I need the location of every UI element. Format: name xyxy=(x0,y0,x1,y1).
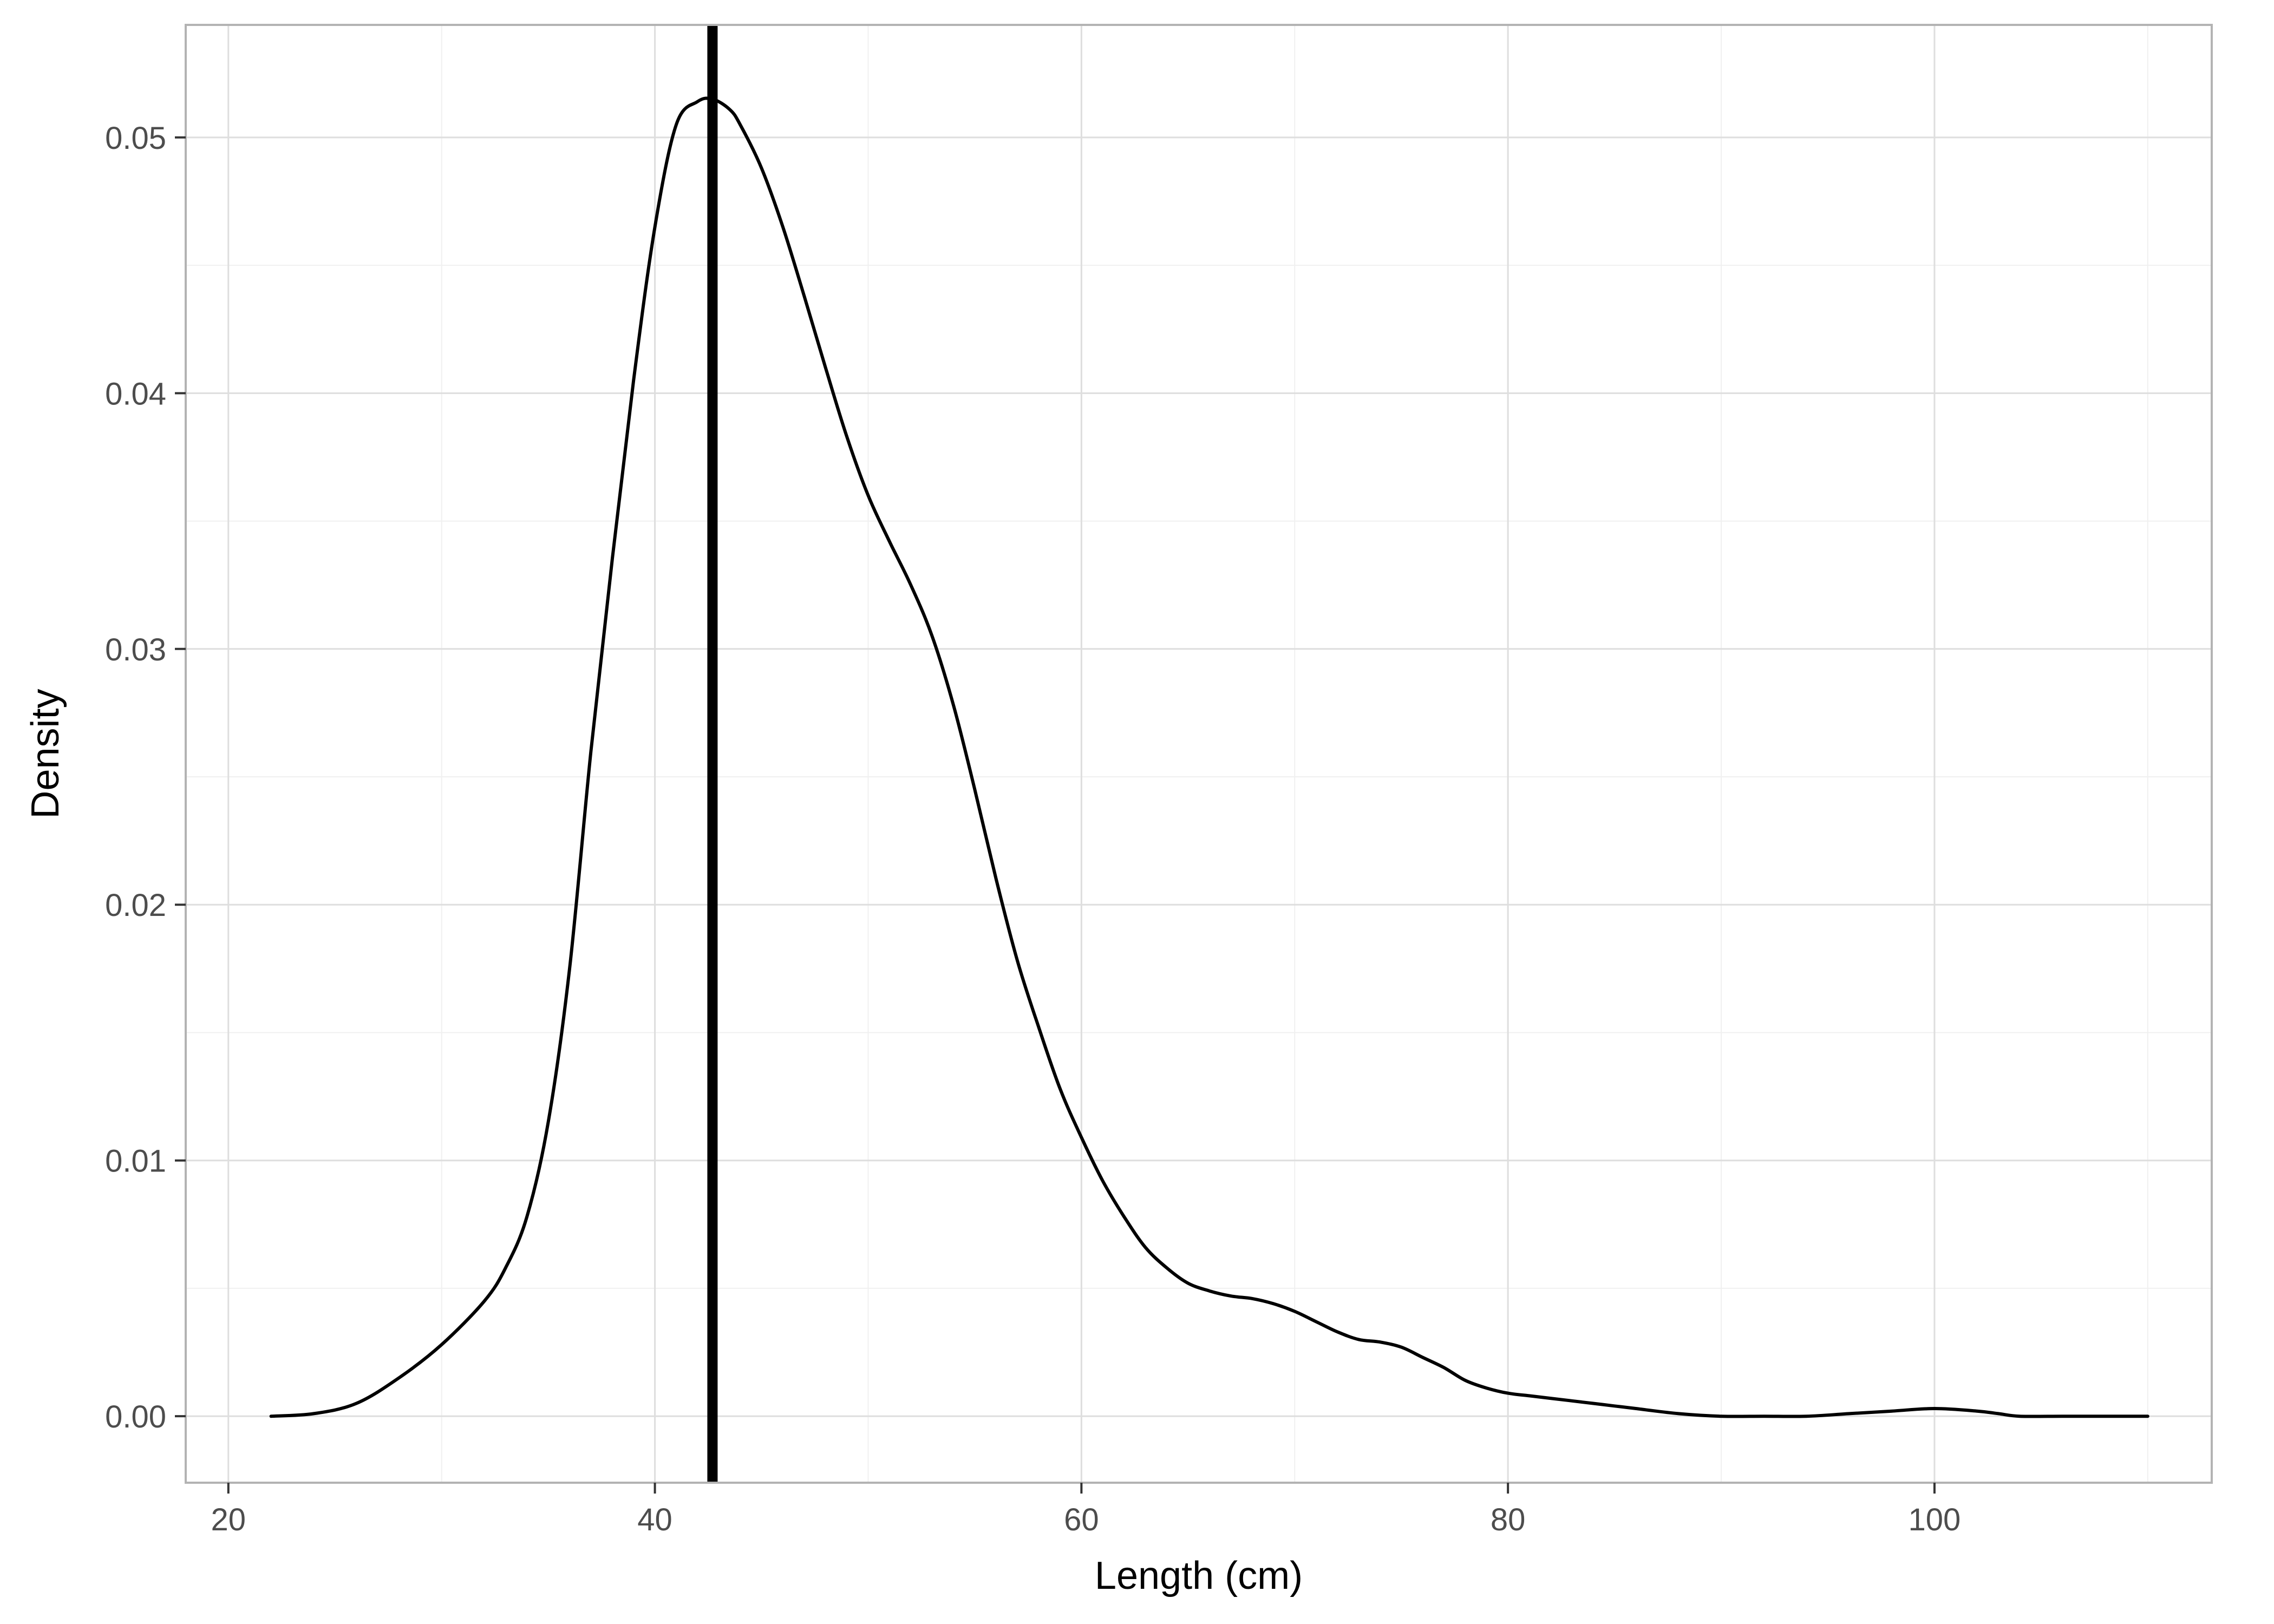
x-tick-label-2: 60 xyxy=(1064,1502,1099,1537)
x-tick-label-4: 100 xyxy=(1909,1502,1961,1537)
y-axis-title: Density xyxy=(24,689,67,818)
panel-border xyxy=(185,24,2213,1484)
x-axis-ticks: 20 40 60 80 100 xyxy=(211,1483,1961,1537)
y-tick-label-1: 0.01 xyxy=(105,1144,166,1179)
major-gridlines xyxy=(186,25,2212,1483)
y-tick-label-2: 0.02 xyxy=(105,888,166,923)
x-axis-title: Length (cm) xyxy=(1095,1554,1303,1597)
density-curve xyxy=(269,96,2149,1418)
y-axis-ticks: 0.00 0.01 0.02 0.03 0.04 0.05 xyxy=(105,121,186,1435)
x-tick-label-3: 80 xyxy=(1491,1502,1526,1537)
y-tick-label-0: 0.00 xyxy=(105,1399,166,1435)
y-tick-label-4: 0.04 xyxy=(105,376,166,411)
x-tick-label-1: 40 xyxy=(637,1502,672,1537)
x-tick-label-0: 20 xyxy=(211,1502,246,1537)
y-tick-label-5: 0.05 xyxy=(105,121,166,156)
y-tick-label-3: 0.03 xyxy=(105,632,166,667)
